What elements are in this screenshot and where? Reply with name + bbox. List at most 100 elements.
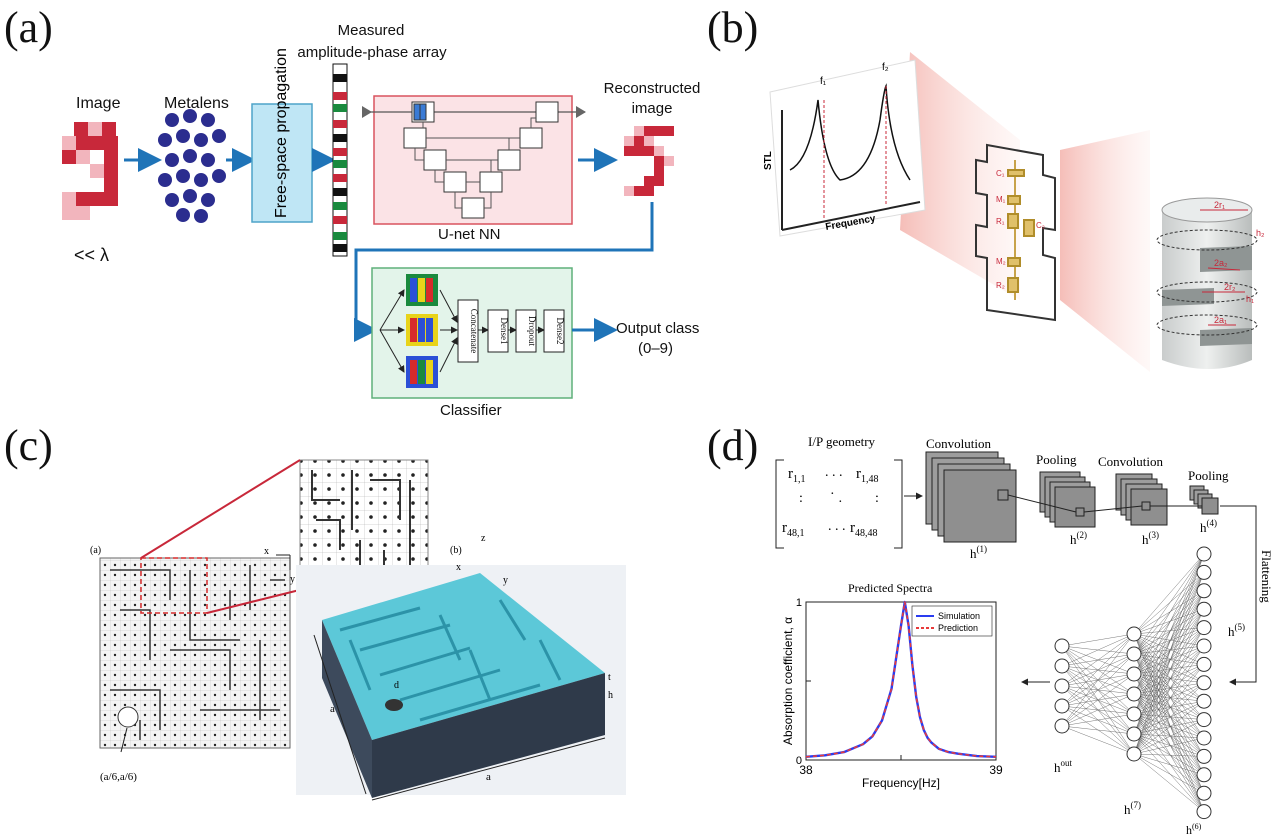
h4-label: h(4): [1200, 518, 1217, 535]
pooling1-label: Pooling: [1036, 452, 1077, 467]
nn-node: [1196, 638, 1212, 654]
geom-2a2: 2a₂: [1214, 258, 1228, 268]
dim-d: d: [394, 680, 399, 691]
svg-text:. . .: . . .: [825, 465, 843, 480]
stl-curve: [789, 83, 911, 181]
nn-node: [1054, 658, 1070, 674]
nn-node: [1196, 785, 1212, 801]
unet-connectors: [414, 117, 536, 209]
convolution1-label: Convolution: [926, 436, 992, 451]
glow-beam-1: [900, 52, 1020, 300]
series-prediction: [805, 601, 997, 758]
nn-node: [1196, 712, 1212, 728]
spectra-chart: 38 39 0 1 Frequency[Hz] Absorption coefficien…: [781, 597, 1003, 790]
geom-2r1: 2r₁: [1214, 200, 1225, 210]
axis-y-3d: y: [503, 575, 508, 586]
geom-h1: h₁: [1246, 294, 1254, 304]
matrix-brackets: [775, 459, 903, 549]
maze-2d-walls: [110, 565, 285, 740]
nn-node: [1126, 666, 1142, 682]
nn-node: [1196, 583, 1212, 599]
circuit-frame: [975, 143, 1056, 322]
dim-a-bottom: a: [486, 771, 491, 783]
nn-node: [1196, 656, 1212, 672]
x-axis-label: Frequency[Hz]: [862, 776, 940, 790]
center-label: (a/6,a/6): [100, 771, 137, 783]
maze-3d-hole: [385, 699, 403, 711]
nn-node: [1126, 726, 1142, 742]
nn-node: [1126, 706, 1142, 722]
matrix-r11: r1,1: [788, 466, 806, 485]
sub-label-a: (a): [90, 545, 101, 556]
dim-a-side-line: [313, 634, 367, 795]
center-pointer: [120, 727, 128, 753]
legend-label-simulation: Simulation: [938, 611, 980, 621]
panel-d: I/P geometry r1,1 . . . r1,48 : ··: r48,1…: [775, 434, 1274, 834]
pool2-stack: [1189, 485, 1219, 515]
panel-b: STL Frequency f₁ f₂ C₁ M₁ R₁ C₂ M₂ R₂ 2r…: [763, 52, 1265, 372]
nn-node: [1126, 746, 1142, 762]
h7-label: h(7): [1124, 800, 1141, 817]
legend-box: [911, 605, 993, 637]
flatten-arrow: [1220, 505, 1257, 686]
layer-dense2: Dense2: [555, 318, 565, 345]
nn-node: [1196, 564, 1212, 580]
output-class-range: (0–9): [638, 340, 674, 357]
matrix-r148: r1,48: [856, 466, 879, 485]
zoom-region: [140, 557, 208, 614]
h2-label: h(2): [1070, 530, 1087, 547]
circuit-c1: C₁: [996, 169, 1005, 178]
input-digit-image: [62, 122, 118, 220]
center-hole: [117, 706, 139, 728]
zoom-line-1: [140, 459, 301, 559]
frequency-axis: [781, 201, 921, 231]
cylinder-resonator: [1156, 197, 1258, 369]
dim-a-bottom-line: [371, 737, 606, 801]
free-space-text-box: Free-space propagation: [252, 48, 312, 222]
nn-node: [1196, 620, 1212, 636]
panel-label-b: (b): [707, 3, 759, 52]
nn-connections: [1061, 553, 1205, 812]
peak-label-2: f₂: [882, 62, 889, 73]
convolution2-label: Convolution: [1098, 454, 1164, 469]
pool1-stack: [1039, 471, 1096, 528]
nn-node: [1126, 686, 1142, 702]
circuit-m1: M₁: [996, 195, 1006, 204]
unet-label: U-net NN: [438, 226, 501, 243]
nn-node: [1054, 638, 1070, 654]
flattening-label: Flattening: [1259, 550, 1274, 603]
ip-geometry-label: I/P geometry: [808, 434, 876, 449]
classifier-blocks: [406, 274, 565, 388]
axis-x-3d: x: [456, 562, 461, 573]
x-tick-label: 38: [799, 763, 813, 777]
nn-node: [1126, 646, 1142, 662]
maze-3d-walls: [339, 599, 562, 722]
svg-text:. . .: . . .: [828, 519, 846, 534]
spectrum-card: [769, 59, 926, 237]
panel-label-a: (a): [4, 3, 53, 52]
h6-label: h(6): [1186, 822, 1202, 834]
nn-node: [1196, 804, 1212, 820]
nn-node: [1196, 693, 1212, 709]
svg-text:·: ·: [838, 495, 843, 510]
axis-z-3d: z: [481, 533, 486, 544]
output-class-label: Output class: [616, 320, 700, 337]
conv1-stack: [925, 451, 1017, 543]
peak-label-1: f₁: [820, 76, 827, 87]
measured-label-2: amplitude-phase array: [297, 44, 447, 61]
circuit-components: [1007, 160, 1035, 300]
nn-node: [1126, 626, 1142, 642]
panel-a: Image << λ Metalens Measured amplitude-p…: [0, 0, 700, 420]
y-tick-label: 1: [796, 597, 802, 609]
reconstructed-label-2: image: [631, 100, 673, 117]
geom-2a1: 2a₁: [1214, 315, 1227, 325]
nn-node: [1054, 678, 1070, 694]
subwavelength-label: << λ: [74, 245, 110, 265]
panel-label-d: (d): [707, 421, 759, 470]
panel-c: (a) x y (a/6,a/6) (b) z x y d a a t h: [90, 459, 626, 801]
nn-node: [1196, 601, 1212, 617]
free-space-box: [251, 103, 313, 223]
circuit-m2: M₂: [996, 257, 1006, 266]
nn-node: [1196, 730, 1212, 746]
chart-title: Predicted Spectra: [848, 581, 933, 595]
